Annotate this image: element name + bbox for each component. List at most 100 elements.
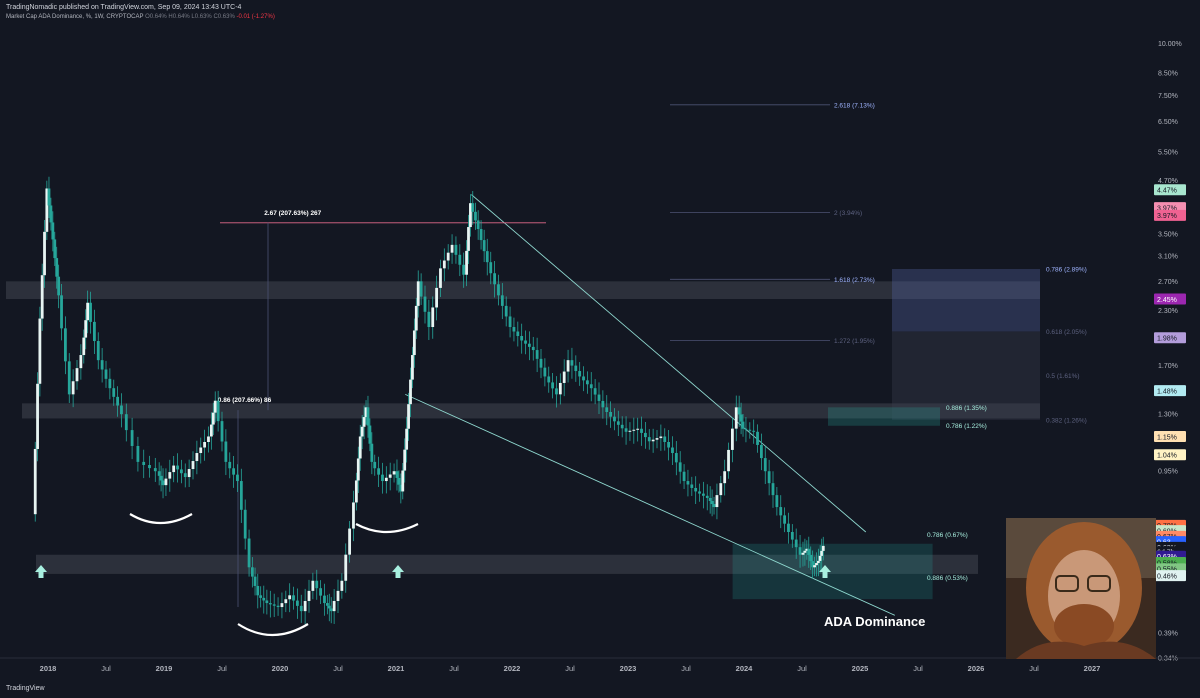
candle-body [159, 475, 163, 481]
candle-body [43, 231, 46, 276]
x-tick-label: Jul [1029, 664, 1039, 673]
candle-body [40, 275, 44, 319]
candle-body [148, 465, 151, 469]
footer-bar: TradingView [0, 682, 1200, 698]
candle-body [253, 576, 257, 586]
candle-body [296, 600, 299, 606]
candle-body [55, 258, 59, 277]
candle-body [465, 250, 468, 275]
candle-body [332, 601, 336, 612]
price-tag-label: 3.97% [1157, 205, 1177, 212]
candle-body [395, 471, 399, 478]
candle-body [373, 461, 377, 469]
candle-body [284, 599, 288, 604]
candle-body [471, 203, 475, 212]
symbol-info[interactable]: Market Cap ADA Dominance, %, 1W, CRYPTOC… [6, 14, 275, 20]
fib-level-label: 0.618 (2.05%) [1046, 329, 1087, 336]
candle-body [211, 412, 215, 425]
y-tick-label: 5.50% [1158, 150, 1178, 157]
candle-body [734, 407, 738, 429]
candle-body [520, 336, 524, 341]
tradingview-logo-text: TradingView [6, 685, 45, 692]
candle-body [474, 211, 477, 221]
candle-body [187, 469, 191, 478]
candle-body [644, 432, 647, 438]
candle-body [228, 461, 232, 469]
x-tick-label: Jul [913, 664, 923, 673]
candle-body [104, 369, 108, 379]
candle-body [500, 295, 504, 306]
candle-body [340, 580, 344, 591]
candle-body [578, 371, 582, 377]
candle-body [570, 360, 574, 366]
candle-body [539, 358, 543, 368]
candle-body [405, 428, 409, 450]
price-tag-label: 0.46% [1157, 573, 1177, 580]
candle-body [442, 260, 446, 269]
candle-body [239, 481, 243, 510]
candle-body [783, 515, 786, 524]
candle-body [516, 331, 520, 337]
candle-body [454, 244, 458, 255]
price-tag-label: 1.48% [1157, 388, 1177, 395]
price-chart[interactable]: 2.618 (7.13%) 2 (3.94%) 1.618 (2.73%) 1.272… [0, 0, 1200, 682]
candle-body [767, 471, 771, 484]
candle-body [731, 428, 734, 450]
candle-body [124, 414, 128, 431]
tradingview-logo[interactable]: TradingView [6, 685, 45, 692]
candle-body [671, 447, 674, 454]
candle-body [708, 497, 712, 501]
candle-body [609, 412, 612, 417]
candle-body [51, 222, 55, 240]
candle-body [250, 567, 254, 577]
candle-body [805, 548, 809, 551]
candle-body [224, 441, 228, 462]
y-tick-label: 0.34% [1158, 656, 1178, 663]
candle-body [276, 605, 280, 608]
candle-body [288, 595, 292, 600]
candle-body [411, 355, 414, 380]
candle-body [272, 604, 276, 606]
candle-body [183, 473, 187, 478]
candle-body [130, 430, 134, 446]
fib-bottom-box [732, 543, 933, 600]
candle-body [640, 428, 643, 433]
candle-body [292, 595, 295, 601]
y-tick-label: 0.39% [1158, 631, 1178, 638]
candle-body [247, 538, 251, 568]
candle-body [195, 453, 199, 462]
y-tick-label: 0.95% [1158, 469, 1178, 476]
candle-body [348, 528, 351, 555]
candle-body [216, 400, 220, 422]
fib-level-label: 0.786 (1.22%) [946, 423, 987, 430]
candle-body [388, 474, 392, 478]
measure-label: 2.67 (207.63%) 267 [264, 210, 321, 217]
candle-body [535, 350, 539, 359]
candle-body [712, 504, 716, 508]
candle-body [265, 600, 269, 604]
candle-body [325, 603, 329, 606]
support-resistance-zone [36, 554, 978, 574]
bottom-pattern-arc [129, 513, 193, 524]
candle-body [370, 443, 374, 462]
candle-body [75, 368, 79, 382]
candle-body [512, 327, 516, 332]
candle-body [262, 597, 266, 601]
candle-body [705, 495, 709, 498]
candle-body [168, 472, 172, 479]
candle-body [702, 493, 705, 496]
bottom-pattern-arc [355, 523, 419, 534]
x-tick-label: 2021 [388, 664, 405, 673]
candle-body [760, 444, 763, 459]
candle-body [60, 295, 63, 329]
candle-body [381, 474, 384, 482]
x-tick-label: 2020 [272, 664, 289, 673]
fib-mid-box [828, 407, 940, 426]
candle-body [485, 251, 489, 263]
candle-body [818, 555, 822, 561]
candle-body [153, 468, 157, 472]
candle-body [120, 405, 123, 415]
price-tag [1154, 385, 1186, 397]
candle-body [259, 595, 263, 598]
fib-level-label: 0.786 (2.89%) [1046, 266, 1087, 273]
